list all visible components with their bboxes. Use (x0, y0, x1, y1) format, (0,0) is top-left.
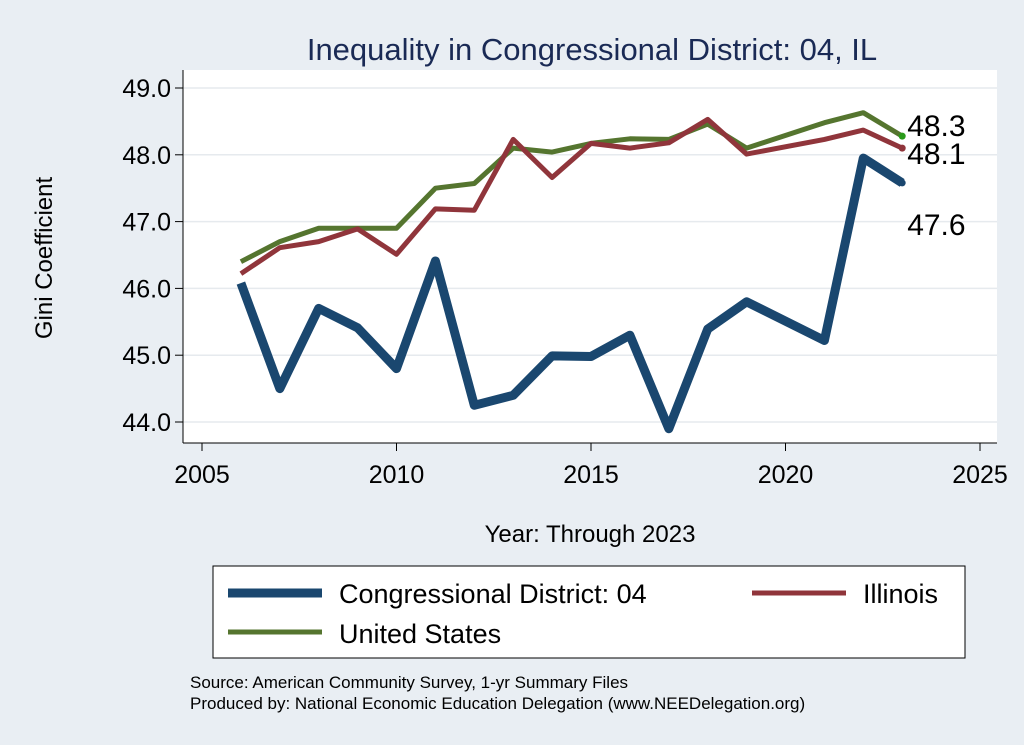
series-layer (236, 110, 905, 434)
end-point-district (898, 179, 906, 187)
y-tick-label: 48.0 (122, 142, 171, 170)
source-note: Source: American Community Survey, 1-yr … (190, 673, 628, 692)
x-tick-label: 2010 (369, 461, 425, 489)
producer-note: Produced by: National Economic Education… (190, 694, 805, 713)
y-tick-label: 49.0 (122, 75, 171, 103)
grid-lines (183, 87, 997, 423)
end-point-us (898, 132, 906, 140)
end-label-district: 47.6 (907, 209, 965, 242)
y-axis-ticks: 44.0 45.0 46.0 47.0 48.0 49.0 (122, 75, 183, 437)
y-tick-label: 44.0 (122, 409, 171, 437)
legend-label-district: Congressional District: 04 (339, 579, 647, 609)
end-labels: 47.6 48.148.3 (898, 110, 966, 242)
legend-box (212, 565, 966, 659)
end-point-state (898, 144, 906, 152)
series-line-state (239, 116, 904, 276)
chart-title: Inequality in Congressional District: 04… (307, 32, 877, 67)
x-axis-label: Year: Through 2023 (485, 521, 696, 548)
legend-label-united-states: United States (339, 619, 501, 649)
y-tick-label: 46.0 (122, 275, 171, 303)
x-tick-label: 2005 (174, 461, 230, 489)
x-tick-label: 2020 (758, 461, 814, 489)
end-label-state: 48.1 (907, 138, 965, 171)
legend-label-illinois: Illinois (863, 579, 938, 609)
series-line-district (236, 153, 905, 434)
series-line-us (239, 110, 904, 264)
x-axis-ticks: 2005 2010 2015 2020 2025 (174, 443, 1008, 489)
legend: Congressional District: 04 Illinois Unit… (212, 565, 966, 659)
y-axis-label: Gini Coefficient (31, 177, 58, 340)
plot-area (183, 70, 997, 443)
y-tick-label: 47.0 (122, 209, 171, 237)
end-label-us: 48.3 (907, 110, 965, 143)
x-tick-label: 2015 (563, 461, 619, 489)
y-tick-label: 45.0 (122, 342, 171, 370)
x-tick-label: 2025 (952, 461, 1008, 489)
